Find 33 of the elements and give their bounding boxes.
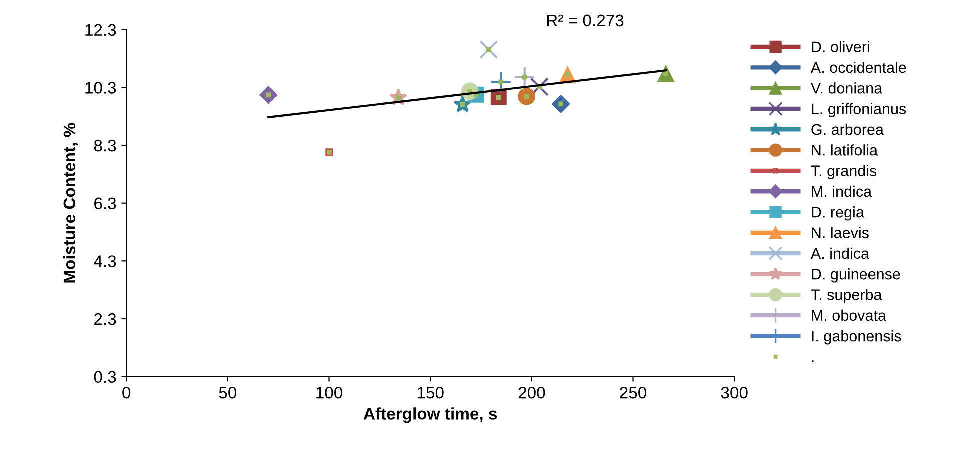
x-tick-label: 300 bbox=[721, 386, 748, 399]
y-tick-label: 4.3 bbox=[94, 256, 116, 268]
y-tick-label: 0.3 bbox=[94, 371, 116, 384]
y-tick-label: 10.3 bbox=[86, 82, 116, 94]
x-tick-label: 200 bbox=[518, 386, 546, 399]
text: R² = 0.273 bbox=[547, 14, 624, 27]
x-tick-label: 100 bbox=[316, 386, 343, 399]
y-tick-label: 2.3 bbox=[94, 313, 116, 326]
legend-label: G. arborea bbox=[812, 124, 884, 136]
legend-label: D. oliveri bbox=[812, 41, 870, 53]
x-tick-label: 250 bbox=[620, 386, 647, 399]
legend-label: T. grandis bbox=[811, 165, 877, 180]
legend-label: D. regia bbox=[812, 206, 864, 221]
legend-label: L. griffonianus bbox=[812, 103, 906, 118]
legend-label: D. guineense bbox=[812, 268, 900, 283]
y-tick-label: 8.3 bbox=[94, 140, 116, 152]
x-axis-title: Afterglow time, s bbox=[364, 408, 498, 424]
y-tick-label: 12.3 bbox=[86, 24, 116, 36]
x-tick-label: 50 bbox=[219, 386, 237, 399]
y-axis-title: Moisture Content, % bbox=[63, 123, 78, 283]
y-tick-label: 6.3 bbox=[94, 198, 116, 210]
x-tick-label: 150 bbox=[418, 386, 444, 399]
legend-label: N. laevis bbox=[812, 227, 869, 238]
legend-label: A. indica bbox=[810, 248, 870, 260]
legend-label: V. doniana bbox=[810, 82, 883, 94]
legend-label: . bbox=[812, 360, 814, 362]
legend-label: T. superba bbox=[811, 289, 882, 304]
x-tick-label: 0 bbox=[122, 386, 131, 399]
legend-label: A. occidentale bbox=[810, 62, 906, 74]
legend-label: I. gabonensis bbox=[812, 330, 902, 345]
legend-label: M. obovata bbox=[812, 310, 887, 322]
legend-label: M. indica bbox=[812, 186, 872, 198]
legend-label: N. latifolia bbox=[812, 144, 878, 156]
